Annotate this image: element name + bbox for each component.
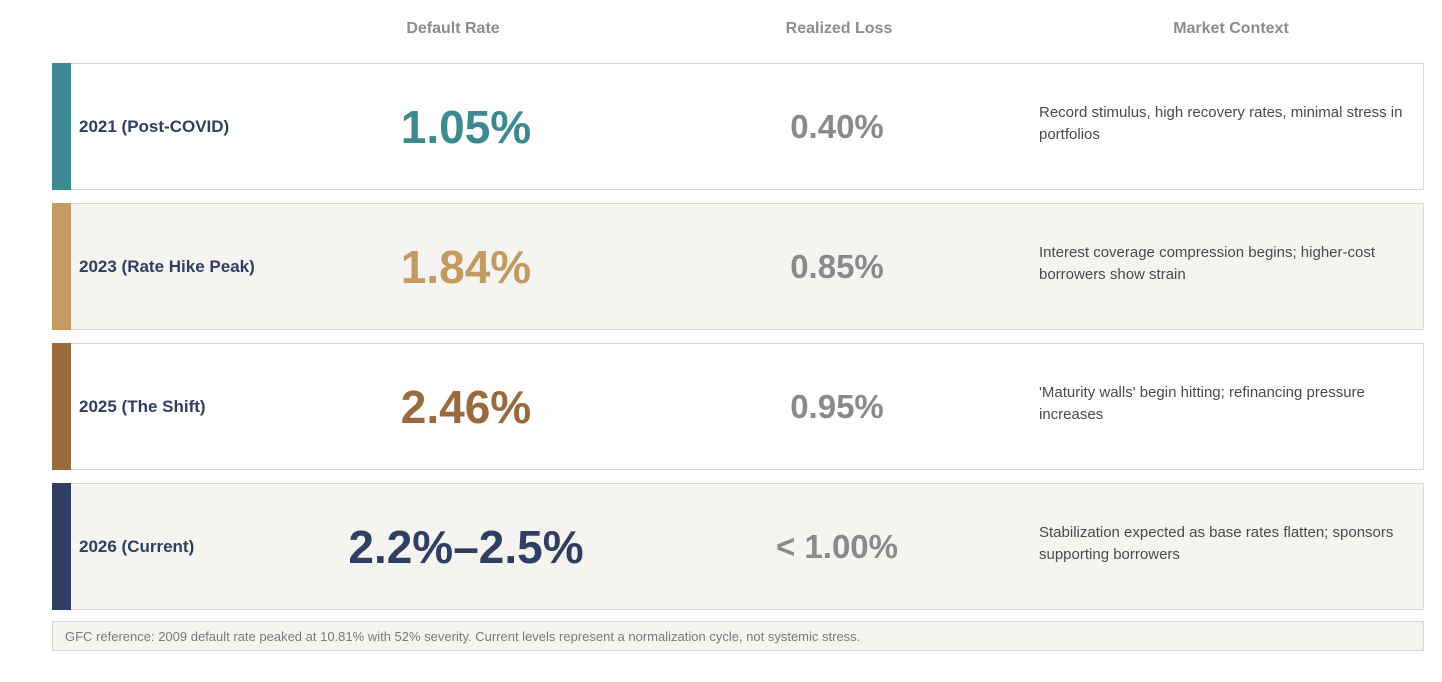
table-row-2021: 2021 (Post-COVID) 1.05% 0.40% Record sti… [51, 62, 1424, 190]
realized-loss-value: 0.85% [790, 247, 884, 285]
row-accent-bar [51, 202, 71, 330]
default-rate-value: 2.2%–2.5% [348, 520, 584, 573]
table-row-2023: 2023 (Rate Hike Peak) 1.84% 0.85% Intere… [51, 202, 1424, 330]
period-label: 2025 (The Shift) [79, 396, 206, 416]
period-label: 2026 (Current) [79, 536, 195, 556]
header-market-context: Market Context [1173, 20, 1289, 37]
market-context-text: Interest coverage compression begins; hi… [1039, 243, 1376, 283]
default-rate-value: 1.84% [400, 240, 532, 293]
table-row-2025: 2025 (The Shift) 2.46% 0.95% 'Maturity w… [51, 342, 1424, 470]
footnote: GFC reference: 2009 default rate peaked … [52, 621, 1424, 651]
realized-loss-value: 0.95% [790, 387, 884, 425]
period-label: 2021 (Post-COVID) [79, 116, 230, 136]
default-rate-value: 1.05% [400, 100, 532, 153]
header-default-rate: Default Rate [406, 20, 500, 37]
row-accent-bar [51, 342, 71, 470]
realized-loss-value: < 1.00% [775, 527, 898, 565]
table-row-2026: 2026 (Current) 2.2%–2.5% < 1.00% Stabili… [51, 482, 1424, 610]
market-context-text: Stabilization expected as base rates fla… [1039, 523, 1394, 563]
realized-loss-value: 0.40% [790, 107, 884, 145]
header-realized-loss: Realized Loss [785, 20, 893, 37]
market-context-text: 'Maturity walls' begin hitting; refinanc… [1039, 383, 1365, 423]
row-accent-bar [51, 62, 71, 190]
period-label: 2023 (Rate Hike Peak) [79, 256, 255, 276]
default-rate-value: 2.46% [400, 380, 532, 433]
row-accent-bar [51, 482, 71, 610]
market-context-text: Record stimulus, high recovery rates, mi… [1039, 103, 1403, 143]
